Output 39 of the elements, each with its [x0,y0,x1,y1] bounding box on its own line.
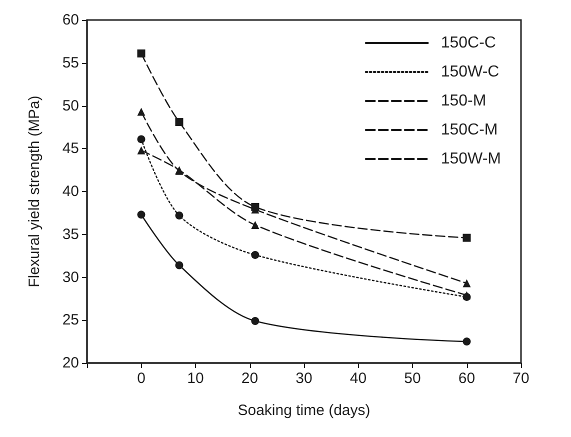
y-tick-label: 30 [62,268,79,286]
y-tick-label: 55 [62,54,79,72]
x-tick-label: 60 [458,370,476,387]
x-tick-label: 30 [296,370,312,387]
y-axis-title: Flexural yield strength (MPa) [26,96,43,288]
x-tick-label: 70 [512,370,530,387]
y-tick-label: 50 [62,97,79,114]
legend-label: 150C-M [440,122,498,138]
point [137,108,146,116]
point [251,316,260,325]
y-tick-label: 35 [62,226,79,243]
y-tick-label: 60 [62,12,79,28]
point [462,234,471,242]
legend-label: 150W-C [440,64,500,80]
y-tick-label: 25 [62,312,79,329]
point [175,212,184,220]
point [251,220,260,229]
point [175,261,184,270]
x-tick-label: 50 [404,370,421,387]
point [462,279,471,288]
x-tick-label: 40 [350,370,367,387]
y-tick-label: 45 [62,140,79,158]
legend-label: 150C-C [440,34,496,52]
point [137,146,146,154]
point [251,202,260,211]
x-axis-title: Soaking time (days) [238,402,370,419]
legend-label: 150W-M [440,150,502,168]
point [462,338,471,346]
point [175,118,184,126]
x-tick-label: 20 [241,370,258,387]
point [137,135,146,144]
point [137,210,146,219]
y-tick-label: 40 [62,183,79,200]
x-tick-label: 10 [187,370,204,387]
y-tick-label: 20 [62,354,79,372]
legend-label: 150-M [440,92,486,110]
point [251,250,260,259]
x-tick-label: 0 [137,370,146,387]
point [137,49,146,58]
